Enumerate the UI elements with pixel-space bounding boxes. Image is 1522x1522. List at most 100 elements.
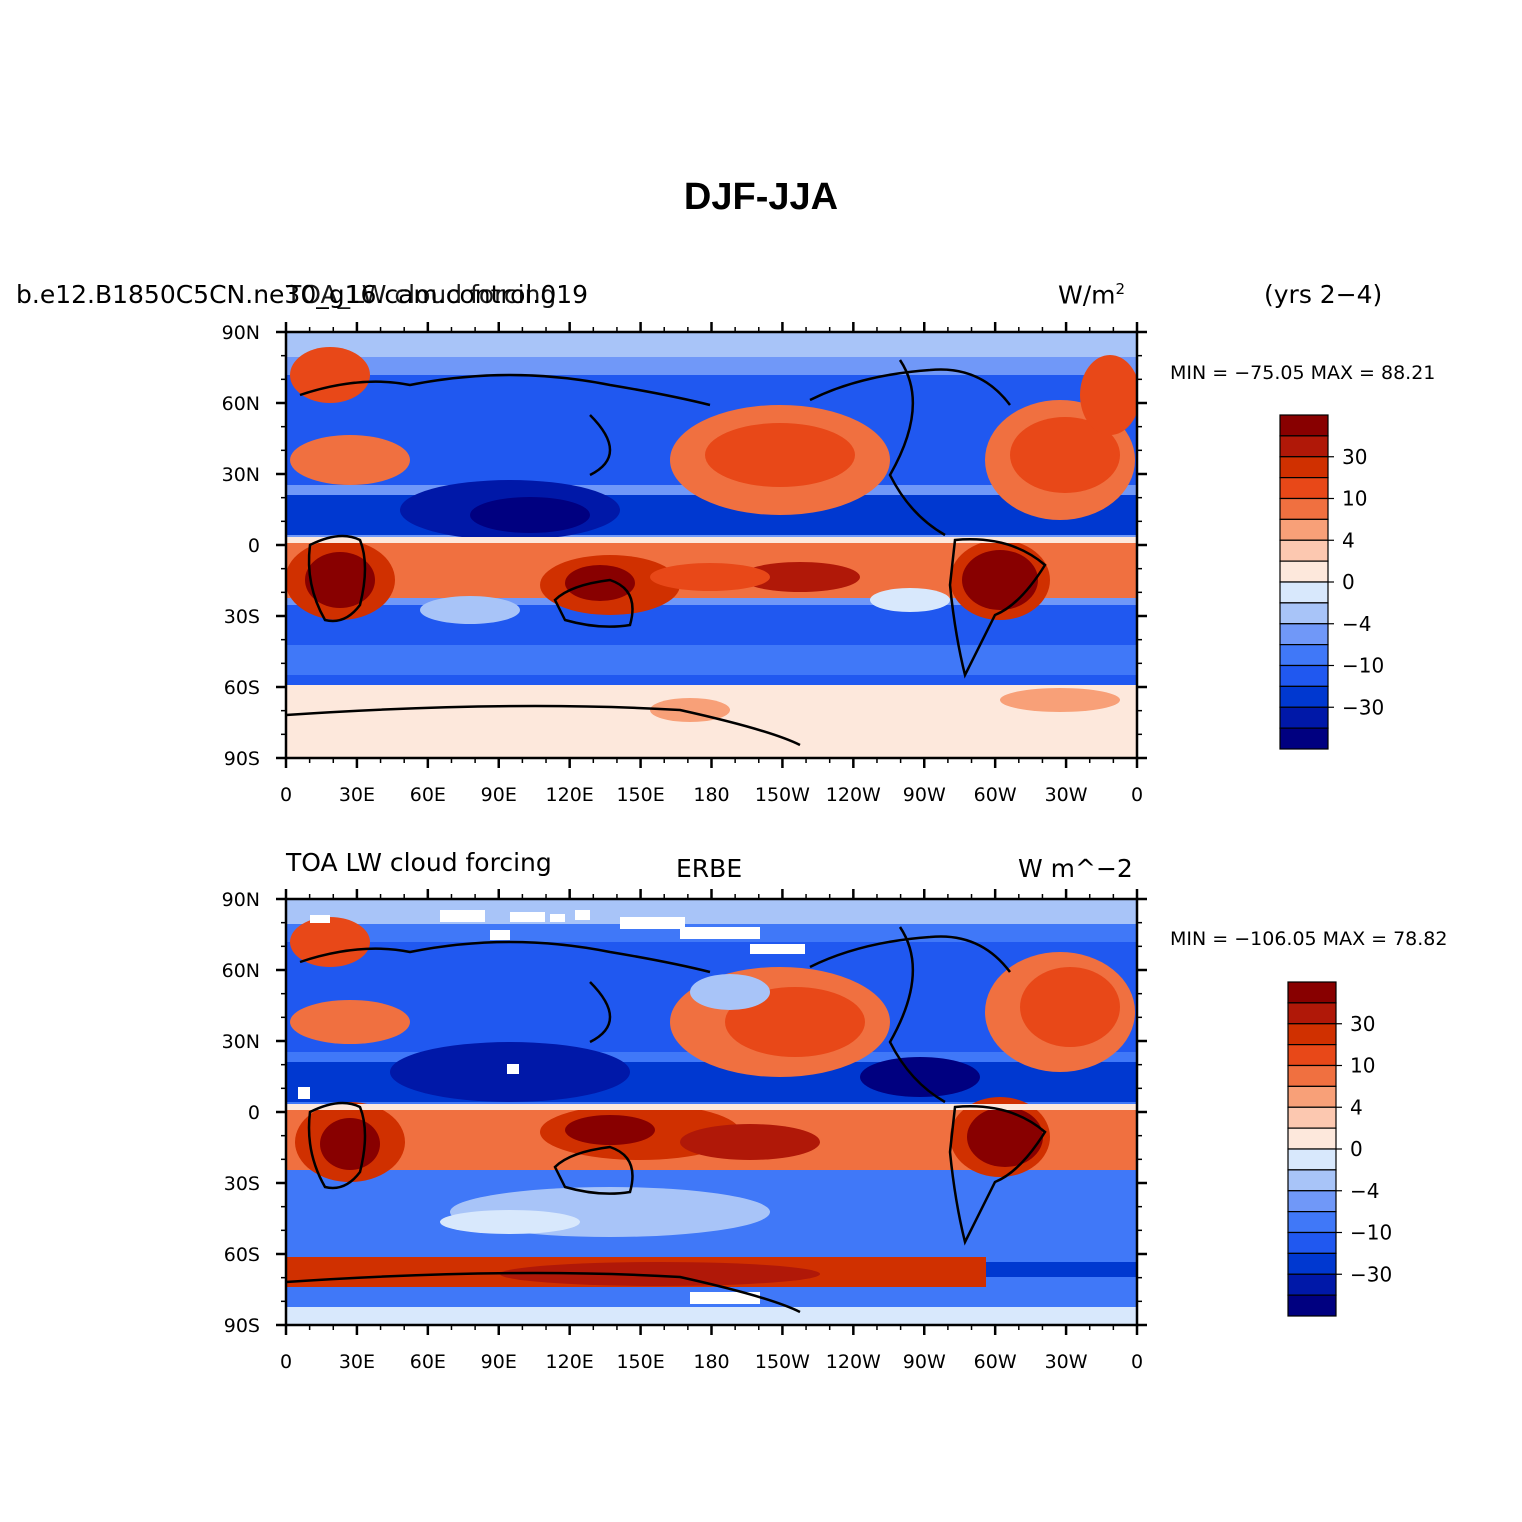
lon-tick-label: 180 — [693, 1351, 729, 1373]
colorbar-box — [1287, 1002, 1337, 1025]
lat-tick-label: 60N — [222, 393, 260, 415]
lon-tick-label: 180 — [693, 784, 729, 806]
panel2-units: W m^−2 — [1018, 854, 1133, 883]
colorbar-box — [1287, 1023, 1337, 1046]
colorbar-box — [1279, 518, 1329, 541]
colorbar-box — [1287, 981, 1337, 1004]
colorbar-box — [1279, 539, 1329, 562]
colorbar-tick-label: 0 — [1342, 570, 1355, 594]
colorbar-box — [1287, 1294, 1337, 1317]
colorbar-box — [1287, 1231, 1337, 1254]
colorbar-box — [1279, 581, 1329, 604]
colorbar-box — [1287, 1148, 1337, 1171]
colorbar-box — [1279, 602, 1329, 625]
colorbar-box — [1279, 664, 1329, 687]
colorbar-tick-label: 4 — [1342, 528, 1355, 552]
panel2-axes: 90N 60N 30N 0 30S 60S 90S 0 30E 60E 90E 120E 150E 180… — [222, 889, 1147, 1373]
lat-tick-label: 30N — [222, 464, 260, 486]
lat-tick-label: 90S — [224, 1315, 260, 1337]
lat-tick-label: 60S — [224, 677, 260, 699]
lat-tick-label: 0 — [248, 1102, 260, 1124]
panel1-variable-title: TOA_LW cloud forcing — [286, 280, 557, 309]
colorbar-tick-label: −30 — [1350, 1262, 1392, 1286]
colorbar-box — [1279, 414, 1329, 437]
lon-tick-label: 0 — [280, 784, 292, 806]
lon-tick-label: 0 — [1131, 1351, 1143, 1373]
colorbar-box — [1287, 1190, 1337, 1213]
colorbar-box — [1279, 560, 1329, 583]
lon-tick-label: 30E — [339, 1351, 375, 1373]
lon-tick-label: 150W — [755, 784, 810, 806]
panel1-years-label: (yrs 2−4) — [1264, 280, 1383, 309]
panel1-min-max: MIN = −75.05 MAX = 88.21 — [1170, 362, 1436, 384]
colorbar-box — [1287, 1169, 1337, 1192]
colorbar-box — [1279, 456, 1329, 479]
lon-tick-label: 150E — [616, 1351, 664, 1373]
lon-tick-label: 60W — [974, 784, 1017, 806]
lat-tick-label: 0 — [248, 535, 260, 557]
panel2-coastlines — [286, 926, 1047, 1314]
lon-tick-label: 0 — [1131, 784, 1143, 806]
lon-tick-label: 30E — [339, 784, 375, 806]
colorbar-box — [1279, 685, 1329, 708]
colorbar-box — [1287, 1211, 1337, 1234]
panel1-axes: 90N 60N 30N 0 30S 60S 90S 0 30E 60E 90E 120E 150E 180… — [222, 322, 1147, 806]
panel1-field — [286, 332, 1137, 758]
colorbar-box — [1287, 1127, 1337, 1150]
lon-tick-label: 120W — [826, 784, 881, 806]
colorbar-box — [1279, 497, 1329, 520]
colorbar-box — [1279, 477, 1329, 500]
colorbar-tick-label: −10 — [1350, 1221, 1392, 1245]
lat-tick-label: 30S — [224, 606, 260, 628]
colorbar-tick-label: −4 — [1342, 612, 1371, 636]
lon-tick-label: 60E — [410, 784, 446, 806]
lon-tick-label: 90E — [481, 784, 517, 806]
panel2-variable-title: TOA LW cloud forcing — [286, 848, 552, 877]
colorbar-box — [1287, 1044, 1337, 1067]
lat-tick-label: 60S — [224, 1244, 260, 1266]
panel2-colorbar: 30 10 4 0 −4 −10 −30 — [1287, 981, 1392, 1317]
colorbar-box — [1279, 706, 1329, 729]
lon-tick-label: 90W — [903, 784, 946, 806]
colorbar-box — [1287, 1064, 1337, 1087]
panel1-units: W/m2 — [1058, 280, 1126, 310]
colorbar-box — [1287, 1085, 1337, 1108]
colorbar-tick-label: −30 — [1342, 695, 1384, 719]
panel2-source-title: ERBE — [676, 854, 743, 883]
colorbar-box — [1287, 1252, 1337, 1275]
colorbar-box — [1279, 435, 1329, 458]
lat-tick-label: 90N — [222, 322, 260, 344]
colorbar-tick-label: −10 — [1342, 654, 1384, 678]
lat-tick-label: 90N — [222, 889, 260, 911]
colorbar-box — [1287, 1106, 1337, 1129]
lat-tick-label: 90S — [224, 748, 260, 770]
panel2-colorbar-boxes: 30 10 4 0 −4 −10 −30 — [1287, 981, 1392, 1317]
lon-tick-label: 150E — [616, 784, 664, 806]
colorbar-tick-label: 10 — [1342, 487, 1367, 511]
lon-tick-label: 0 — [280, 1351, 292, 1373]
colorbar-tick-label: 0 — [1350, 1137, 1363, 1161]
lon-tick-label: 90W — [903, 1351, 946, 1373]
colorbar-box — [1279, 644, 1329, 667]
panel2-field — [286, 899, 1137, 1325]
figure-title: DJF-JJA — [683, 176, 839, 218]
panel2-map: 90N 60N 30N 0 30S 60S 90S 0 30E 60E 90E 120E 150E 180… — [222, 889, 1147, 1373]
lon-tick-label: 150W — [755, 1351, 810, 1373]
lat-tick-label: 30S — [224, 1173, 260, 1195]
panel1-colorbar-boxes: 30 10 4 0 −4 −10 −30 — [1279, 414, 1384, 750]
panel1-coastlines — [286, 359, 1047, 747]
lon-tick-label: 30W — [1045, 784, 1088, 806]
lon-tick-label: 60W — [974, 1351, 1017, 1373]
colorbar-tick-label: 30 — [1350, 1012, 1375, 1036]
colorbar-tick-label: −4 — [1350, 1179, 1379, 1203]
panel2-min-max: MIN = −106.05 MAX = 78.82 — [1170, 928, 1448, 950]
lon-tick-label: 90E — [481, 1351, 517, 1373]
colorbar-box — [1279, 727, 1329, 750]
panel1-case-title: b.e12.B1850C5CN.ne30_g16.cam.control.019 — [16, 280, 589, 309]
lat-tick-label: 30N — [222, 1031, 260, 1053]
colorbar-tick-label: 10 — [1350, 1054, 1375, 1078]
lon-tick-label: 60E — [410, 1351, 446, 1373]
lon-tick-label: 120E — [546, 1351, 594, 1373]
lon-tick-label: 30W — [1045, 1351, 1088, 1373]
colorbar-tick-label: 30 — [1342, 445, 1367, 469]
